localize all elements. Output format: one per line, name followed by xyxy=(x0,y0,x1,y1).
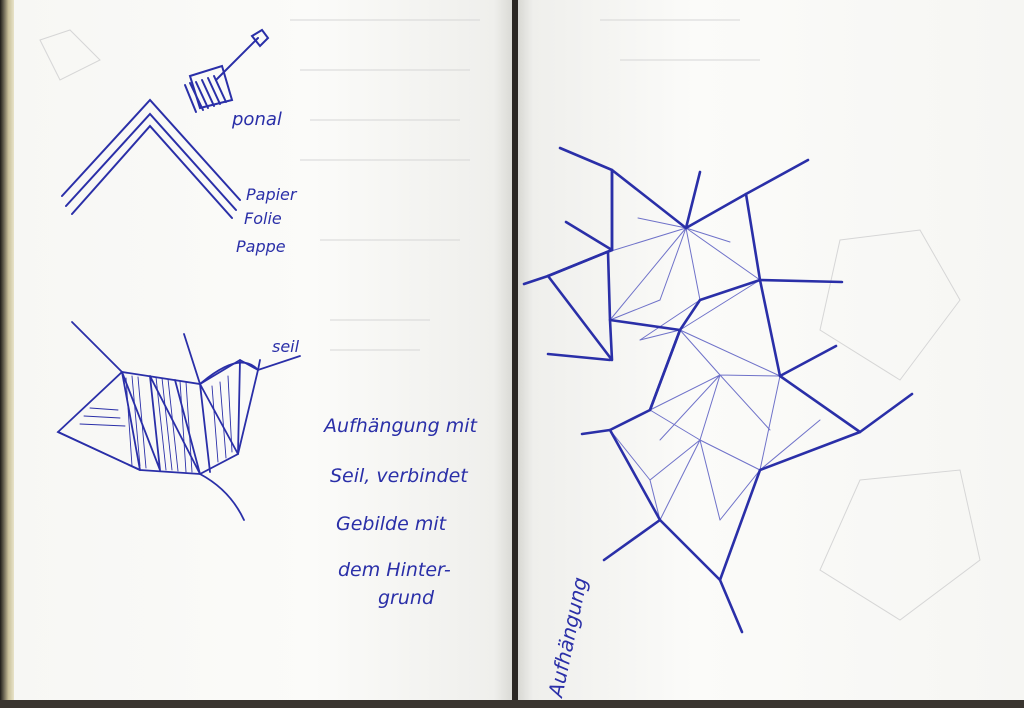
left-page-handwriting: ponal Papier Folie Pappe seil Aufhängung… xyxy=(231,109,478,609)
note-line-1: Aufhängung mit xyxy=(322,415,478,437)
label-aufhaengung: Aufhängung xyxy=(543,575,592,701)
note-line-2: Seil, verbindet xyxy=(330,465,469,487)
book-edge-bottom xyxy=(0,700,1024,708)
show-through-marks xyxy=(39,19,981,621)
hanging-model-drawing xyxy=(56,321,301,521)
star-pattern-drawing xyxy=(522,146,914,634)
label-folie: Folie xyxy=(244,209,282,228)
glue-brush-drawing xyxy=(184,28,270,113)
label-papier: Papier xyxy=(246,185,298,204)
left-page xyxy=(14,0,514,708)
label-ponal: ponal xyxy=(231,109,282,130)
note-line-5: grund xyxy=(378,587,435,609)
note-line-4: dem Hinter- xyxy=(338,559,451,581)
note-line-3: Gebilde mit xyxy=(336,513,448,535)
label-seil: seil xyxy=(272,337,300,356)
book-spine xyxy=(512,0,520,708)
book-edge-left xyxy=(0,0,14,708)
label-pappe: Pappe xyxy=(236,237,286,256)
layered-fold-drawing xyxy=(61,98,241,219)
